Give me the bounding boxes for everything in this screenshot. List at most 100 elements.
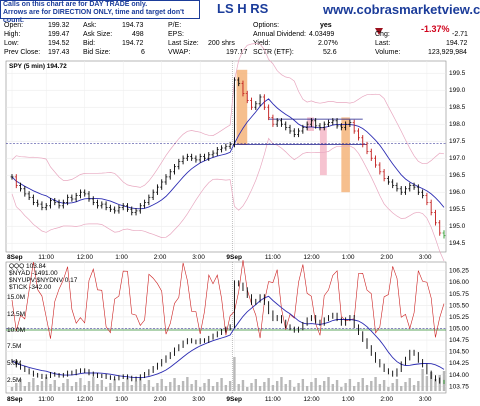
low-label: Low: bbox=[4, 40, 19, 47]
volume-bar bbox=[378, 384, 382, 391]
qqq-y-tick: 105.25 bbox=[449, 314, 469, 321]
volume-bar bbox=[395, 379, 399, 391]
down-triangle-icon bbox=[375, 28, 383, 35]
volume-bar bbox=[147, 380, 151, 391]
price-y-tick: 199.5 bbox=[449, 70, 466, 77]
breadth-x-tick: 8Sep bbox=[7, 396, 23, 403]
breadth-x-tick: 3:00 bbox=[192, 396, 205, 403]
ask-size-label: Ask Size: bbox=[83, 31, 113, 38]
volume-y-tick: 5.0M bbox=[7, 360, 21, 367]
volume-bar bbox=[258, 386, 262, 391]
volume-bar bbox=[160, 379, 163, 391]
breadth-x-tick: 12:00 bbox=[303, 396, 320, 403]
volume-bar bbox=[361, 378, 364, 391]
volume-bar bbox=[92, 377, 95, 391]
volume-y-axis: 15.0M 12.5M 10.0M 7.5M 5.0M 2.5M bbox=[7, 294, 25, 384]
quote-panel: Calls on this chart are for DAY TRADE on… bbox=[0, 0, 480, 64]
qqq-moving-average bbox=[11, 295, 445, 379]
volume-bar bbox=[74, 382, 78, 391]
low-value: 194.52 bbox=[48, 40, 70, 47]
price-y-axis: 199.5 199.0 198.5 198.0 197.5 197.0 196.5 196.0… bbox=[449, 70, 466, 247]
volume-bar bbox=[87, 381, 91, 391]
breadth-x-tick: 11:00 bbox=[38, 396, 54, 403]
volume-bar bbox=[284, 384, 287, 391]
volume-bar bbox=[53, 380, 56, 391]
volume-value: 123,929,984 bbox=[428, 49, 467, 56]
notice-line-2: Arrows are for DIRECTION ONLY, time and … bbox=[3, 9, 185, 24]
volume-bar bbox=[23, 386, 27, 391]
volume-bar bbox=[293, 387, 296, 391]
price-y-tick: 197.5 bbox=[449, 138, 466, 145]
breadth-x-tick: 1:00 bbox=[342, 396, 355, 403]
price-y-tick: 195.0 bbox=[449, 223, 466, 230]
price-y-tick: 198.0 bbox=[449, 121, 466, 128]
volume-bar bbox=[122, 382, 125, 391]
last-size-value: 200 shrs bbox=[208, 40, 235, 47]
last-label: Last: bbox=[375, 40, 391, 47]
volume-bar bbox=[194, 380, 198, 391]
volume-bar bbox=[83, 385, 86, 391]
volume-bar bbox=[387, 387, 390, 391]
open-label: Open: bbox=[4, 22, 24, 29]
volume-bar bbox=[32, 378, 35, 391]
volume-bar bbox=[331, 384, 334, 391]
volume-label: Volume: bbox=[375, 49, 401, 56]
volume-bar bbox=[391, 383, 394, 391]
volume-bar bbox=[70, 386, 74, 391]
volume-bar bbox=[143, 384, 146, 391]
breadth-x-tick: 12:00 bbox=[77, 396, 94, 403]
ask-size-value: 498 bbox=[132, 31, 144, 38]
legend-nyupv: $NYUPV:$NYDNV 0.17 bbox=[9, 277, 78, 284]
volume-bar bbox=[357, 382, 360, 391]
price-marks bbox=[6, 43, 446, 262]
high-label: High: bbox=[4, 31, 21, 38]
qqq-y-tick: 103.75 bbox=[449, 383, 469, 390]
prev-close-value: 197.43 bbox=[48, 49, 70, 56]
volume-bar bbox=[250, 383, 253, 391]
price-x-tick: 3:00 bbox=[419, 254, 432, 261]
highlight-bar bbox=[341, 117, 350, 193]
breadth-x-tick: 3:00 bbox=[419, 396, 432, 403]
price-x-tick: 12:00 bbox=[77, 254, 94, 261]
ticker-title: LS H RS bbox=[217, 1, 269, 16]
volume-bar bbox=[310, 382, 313, 391]
volume-bar bbox=[190, 384, 193, 391]
vwap-value: 197.17 bbox=[226, 49, 248, 56]
legend-tick: $TICK -342.00 bbox=[9, 284, 52, 291]
legend-nyad: $NYAD -1491.00 bbox=[9, 270, 58, 277]
volume-bar bbox=[36, 385, 39, 391]
volume-y-tick: 12.5M bbox=[7, 311, 25, 318]
annual-dividend-value: 4.03499 bbox=[309, 31, 335, 38]
chg-value: -2.71 bbox=[452, 31, 468, 38]
volume-bar bbox=[151, 387, 155, 391]
change-percent: -1.37% bbox=[421, 24, 450, 34]
volume-y-tick: 7.5M bbox=[7, 343, 21, 350]
sctr-label: SCTR (ETF): bbox=[253, 49, 294, 56]
price-panel bbox=[5, 60, 447, 253]
volume-bar bbox=[19, 379, 22, 391]
sctr-value: 52.6 bbox=[323, 49, 337, 56]
volume-bar bbox=[412, 385, 416, 391]
bid-size-label: Bid Size: bbox=[83, 49, 111, 56]
options-value: yes bbox=[320, 22, 332, 29]
qqq-y-tick: 105.00 bbox=[449, 326, 469, 333]
volume-bar bbox=[382, 380, 386, 391]
price-x-tick: 12:00 bbox=[303, 254, 320, 261]
site-link[interactable]: www.cobrasmarketview.com bbox=[323, 2, 480, 17]
volume-bar bbox=[40, 381, 44, 391]
breadth-gridlines bbox=[6, 262, 446, 393]
breadth-x-tick: 11:00 bbox=[265, 396, 281, 403]
volume-bar bbox=[434, 379, 437, 391]
qqq-y-tick: 105.50 bbox=[449, 302, 469, 309]
volume-bar bbox=[66, 379, 69, 391]
volume-bar bbox=[233, 357, 236, 391]
price-y-tick: 194.5 bbox=[449, 240, 466, 247]
volume-bar bbox=[62, 383, 65, 391]
legend-qqq: QQQ 103.84 bbox=[9, 263, 46, 270]
volume-bar bbox=[57, 387, 61, 391]
volume-bar bbox=[100, 380, 104, 391]
ask-label: Ask: bbox=[83, 22, 97, 29]
qqq-y-tick: 104.75 bbox=[449, 337, 469, 344]
qqq-y-tick: 106.00 bbox=[449, 279, 469, 286]
